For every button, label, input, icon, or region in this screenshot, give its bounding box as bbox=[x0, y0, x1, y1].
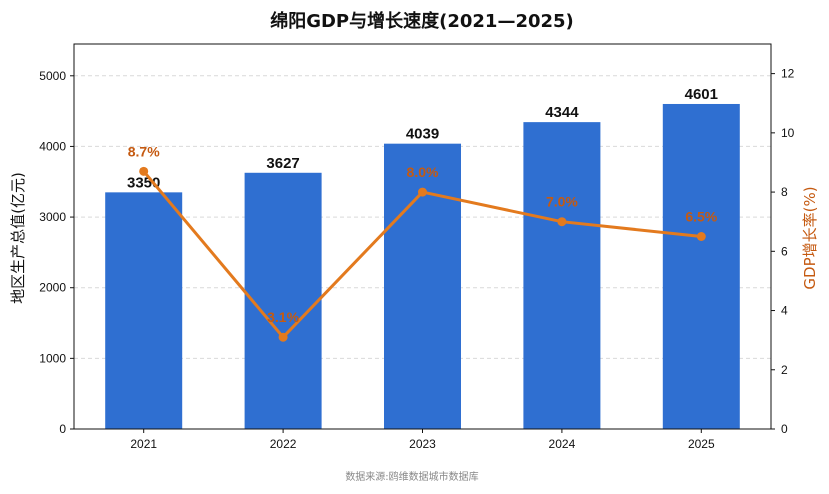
bar-2022 bbox=[244, 172, 322, 429]
y-axis-label-right: GDP增长率(%) bbox=[801, 186, 819, 289]
x-tick-label: 2025 bbox=[688, 437, 715, 451]
growth-point-2021 bbox=[139, 166, 149, 176]
bar-labels: 3350 3627 4039 4344 4601 bbox=[127, 86, 718, 191]
right-tick-label: 6 bbox=[781, 244, 788, 258]
growth-point-2023 bbox=[418, 187, 427, 197]
growth-point-2025 bbox=[696, 232, 706, 241]
right-tick-label: 4 bbox=[781, 304, 788, 318]
bars bbox=[105, 103, 740, 430]
x-tick-label: 2021 bbox=[130, 437, 157, 451]
bar-value-label: 4344 bbox=[545, 104, 579, 121]
bar-value-label: 4039 bbox=[406, 126, 439, 143]
x-tick-label: 2024 bbox=[549, 437, 576, 451]
x-tick-label: 2023 bbox=[409, 437, 436, 451]
bar-2024 bbox=[523, 122, 601, 429]
x-tick-label: 2022 bbox=[270, 437, 297, 451]
right-tick-label: 12 bbox=[781, 67, 795, 81]
left-tick-label: 4000 bbox=[39, 139, 66, 153]
growth-rate-label: 7.0% bbox=[546, 194, 578, 210]
growth-line-layer: 8.7% 3.1% 8.0% 7.0% 6.5% bbox=[128, 143, 718, 342]
bar-2021 bbox=[105, 192, 183, 429]
source-note: 数据来源:鸥维数据城市数据库 bbox=[345, 470, 478, 483]
bar-value-label: 3627 bbox=[266, 155, 299, 172]
growth-rate-label: 3.1% bbox=[267, 309, 299, 325]
bar-value-label: 4601 bbox=[685, 86, 718, 103]
right-tick-label: 2 bbox=[781, 363, 788, 377]
left-tick-label: 0 bbox=[59, 422, 66, 436]
bar-2023 bbox=[384, 143, 461, 429]
left-axis-ticks: 0 1000 2000 3000 4000 5000 bbox=[39, 69, 74, 436]
growth-rate-label: 8.7% bbox=[128, 143, 160, 159]
bar-value-label: 3350 bbox=[127, 174, 160, 191]
growth-rate-label: 6.5% bbox=[685, 209, 717, 225]
right-tick-label: 8 bbox=[781, 185, 788, 199]
growth-point-2024 bbox=[557, 217, 567, 227]
chart-title: 绵阳GDP与增长速度(2021—2025) bbox=[270, 10, 574, 32]
left-tick-label: 5000 bbox=[39, 69, 66, 83]
bar-2025 bbox=[662, 103, 740, 430]
right-tick-label: 0 bbox=[781, 422, 788, 436]
y-axis-label-left: 地区生产总值(亿元) bbox=[9, 172, 27, 304]
growth-rate-label: 8.0% bbox=[407, 164, 439, 180]
growth-point-2022 bbox=[278, 332, 288, 342]
left-tick-label: 3000 bbox=[39, 210, 66, 224]
right-axis-ticks: 0 2 4 6 8 10 12 bbox=[771, 67, 795, 436]
left-tick-label: 2000 bbox=[39, 281, 66, 295]
right-tick-label: 10 bbox=[781, 126, 795, 140]
x-axis-ticks: 2021 2022 2023 2024 2025 bbox=[130, 429, 715, 451]
left-tick-label: 1000 bbox=[39, 351, 66, 365]
